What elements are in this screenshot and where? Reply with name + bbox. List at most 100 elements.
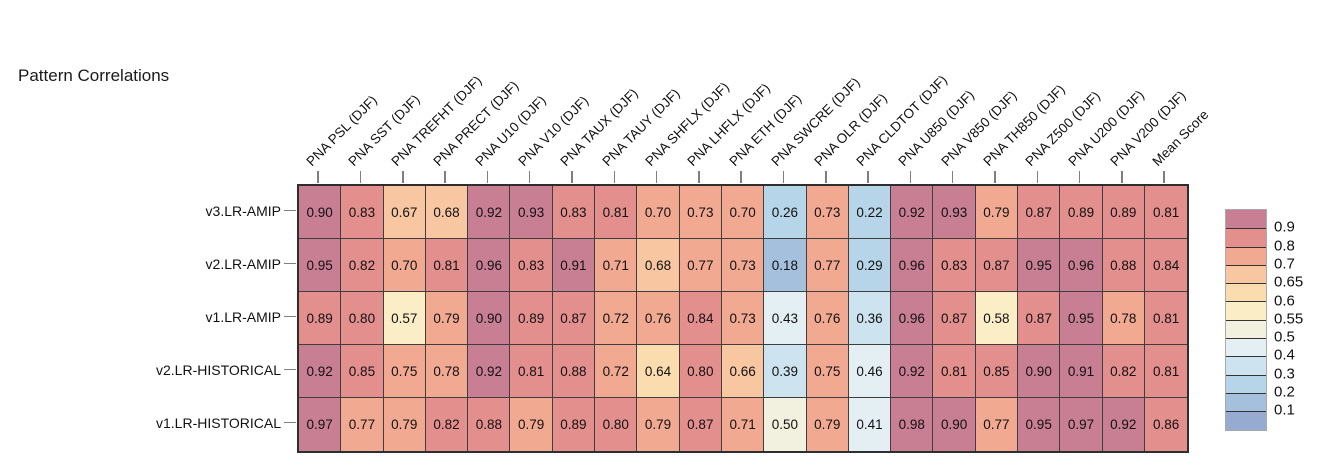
colorbar-tick-label: 0.4 xyxy=(1274,346,1295,364)
column-label: PNA PSL (DJF) xyxy=(303,92,381,169)
row-tick xyxy=(284,209,296,212)
cell-value: 0.92 xyxy=(306,363,333,379)
heatmap-cell: 0.81 xyxy=(425,239,469,292)
heatmap-cell: 0.96 xyxy=(891,292,934,345)
heatmap-cell: 0.71 xyxy=(721,398,765,451)
cell-value: 0.79 xyxy=(433,310,460,326)
cell-value: 0.85 xyxy=(983,363,1010,379)
heatmap-cell: 0.95 xyxy=(1018,239,1061,292)
cell-value: 0.93 xyxy=(517,204,545,220)
cell-value: 0.58 xyxy=(983,310,1010,326)
colorbar-segment xyxy=(1226,356,1266,375)
heatmap-cell: 0.80 xyxy=(679,345,722,398)
heatmap-cell: 0.66 xyxy=(721,345,765,398)
cell-value: 0.79 xyxy=(814,417,841,432)
colorbar-segment xyxy=(1226,283,1266,302)
cell-value: 0.83 xyxy=(517,257,545,273)
cell-value: 0.92 xyxy=(475,363,502,379)
heatmap-cell: 0.93 xyxy=(933,186,976,239)
heatmap-cell: 0.70 xyxy=(637,186,680,239)
cell-value: 0.92 xyxy=(1110,417,1137,432)
cell-value: 0.73 xyxy=(729,310,756,326)
cell-value: 0.73 xyxy=(814,204,841,220)
row-label: v2.LR-AMIP xyxy=(205,255,281,272)
heatmap-cell: 0.98 xyxy=(891,398,934,451)
heatmap-cell: 0.87 xyxy=(933,292,976,345)
cell-value: 0.90 xyxy=(306,204,333,220)
cell-value: 0.82 xyxy=(433,417,460,432)
cell-value: 0.76 xyxy=(644,310,672,326)
heatmap-cell: 0.22 xyxy=(848,186,892,239)
cell-value: 0.70 xyxy=(391,257,418,273)
cell-value: 0.87 xyxy=(1025,310,1052,326)
cell-value: 0.50 xyxy=(771,417,799,432)
colorbar-segment xyxy=(1226,228,1266,247)
cell-value: 0.82 xyxy=(1110,363,1137,379)
colorbar-tick-label: 0.7 xyxy=(1274,255,1295,273)
heatmap-cell: 0.83 xyxy=(341,186,384,239)
colorbar-tick-label: 0.9 xyxy=(1274,218,1295,236)
cell-value: 0.29 xyxy=(856,257,883,273)
cell-value: 0.92 xyxy=(898,204,925,220)
heatmap-cell: 0.39 xyxy=(764,345,807,398)
cell-value: 0.79 xyxy=(391,417,418,432)
colorbar-tick-label: 0.3 xyxy=(1274,365,1295,383)
heatmap-cell: 0.87 xyxy=(679,398,722,451)
row-tick xyxy=(284,368,296,371)
colorbar-segment xyxy=(1226,374,1266,393)
cell-value: 0.79 xyxy=(517,417,545,432)
cell-value: 0.82 xyxy=(348,257,376,273)
heatmap-cell: 0.90 xyxy=(933,398,976,451)
heatmap-cell: 0.92 xyxy=(468,345,511,398)
cell-value: 0.77 xyxy=(348,417,376,432)
heatmap-cell: 0.79 xyxy=(510,398,553,451)
cell-value: 0.67 xyxy=(391,204,418,220)
heatmap-cell: 0.77 xyxy=(679,239,722,292)
heatmap-cell: 0.89 xyxy=(1102,186,1145,239)
heatmap-cell: 0.96 xyxy=(891,239,934,292)
heatmap-cell: 0.91 xyxy=(552,239,596,292)
heatmap-cell: 0.96 xyxy=(468,239,511,292)
heatmap-cell: 0.84 xyxy=(1144,239,1188,292)
row-tick xyxy=(284,262,296,265)
cell-value: 0.88 xyxy=(560,363,587,379)
colorbar-segment xyxy=(1226,411,1266,430)
column-tick xyxy=(444,171,446,183)
row-label: v2.LR-HISTORICAL xyxy=(156,361,281,378)
heatmap-cell: 0.92 xyxy=(1102,398,1145,451)
heatmap-cell: 0.87 xyxy=(975,239,1019,292)
heatmap-cell: 0.73 xyxy=(806,186,849,239)
cell-value: 0.95 xyxy=(1025,257,1052,273)
heatmap-cell: 0.75 xyxy=(806,345,849,398)
cell-value: 0.85 xyxy=(348,363,376,379)
column-tick xyxy=(909,171,912,183)
heatmap-cell: 0.89 xyxy=(299,292,342,345)
column-tick xyxy=(951,171,954,183)
heatmap-cell: 0.64 xyxy=(637,345,680,398)
cell-value: 0.76 xyxy=(814,310,841,326)
column-tick xyxy=(1163,171,1165,183)
cell-value: 0.95 xyxy=(1067,310,1095,326)
cell-value: 0.81 xyxy=(433,257,460,273)
heatmap-cell: 0.43 xyxy=(764,292,807,345)
heatmap-cell: 0.79 xyxy=(383,398,426,451)
heatmap-cell: 0.83 xyxy=(510,239,553,292)
heatmap-cell: 0.29 xyxy=(848,239,892,292)
heatmap-cell: 0.85 xyxy=(341,345,384,398)
heatmap-cell: 0.91 xyxy=(1060,345,1103,398)
colorbar-tick-label: 0.55 xyxy=(1274,310,1304,328)
cell-value: 0.66 xyxy=(729,363,756,379)
cell-value: 0.90 xyxy=(475,310,502,326)
cell-value: 0.70 xyxy=(729,204,756,220)
heatmap-cell: 0.82 xyxy=(1102,345,1145,398)
heatmap-cell: 0.82 xyxy=(425,398,469,451)
column-tick xyxy=(867,171,869,183)
column-tick xyxy=(402,171,404,183)
cell-value: 0.87 xyxy=(560,310,587,326)
cell-value: 0.89 xyxy=(1110,204,1137,220)
cell-value: 0.87 xyxy=(1025,204,1052,220)
cell-value: 0.26 xyxy=(771,204,799,220)
cell-value: 0.95 xyxy=(1025,417,1052,432)
cell-value: 0.97 xyxy=(306,417,333,432)
cell-value: 0.78 xyxy=(433,363,460,379)
